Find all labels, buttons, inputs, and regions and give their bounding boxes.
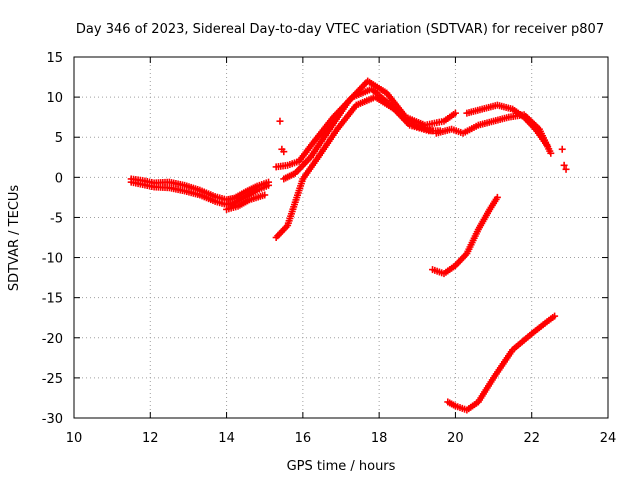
data-point bbox=[429, 127, 437, 135]
data-point bbox=[547, 149, 555, 157]
data-point bbox=[265, 178, 273, 186]
x-tick-label: 20 bbox=[447, 431, 464, 446]
y-tick-label: -15 bbox=[42, 292, 63, 307]
y-tick-label: 0 bbox=[55, 171, 63, 186]
x-tick-label: 10 bbox=[66, 431, 83, 446]
series-track-j bbox=[444, 312, 559, 414]
axis-ticks: 10 12 14 16 18 20 22 24 15 10 5 0 -5 -10 -15 -20 -25 -30 bbox=[42, 51, 617, 446]
plot-frame bbox=[73, 56, 609, 419]
data-points bbox=[127, 77, 570, 414]
x-tick-label: 18 bbox=[371, 431, 388, 446]
series-track-b bbox=[127, 175, 273, 204]
x-tick-label: 14 bbox=[218, 431, 235, 446]
data-point bbox=[280, 148, 288, 156]
data-point bbox=[493, 193, 501, 201]
data-point bbox=[551, 312, 559, 320]
series-isolated bbox=[276, 117, 570, 173]
y-tick-label: -25 bbox=[42, 372, 63, 387]
y-tick-label: 10 bbox=[46, 91, 63, 106]
y-tick-label: -20 bbox=[42, 332, 63, 347]
y-tick-label: 15 bbox=[46, 51, 63, 66]
y-axis-label: SDTVAR / TECUs bbox=[7, 185, 22, 292]
data-point bbox=[276, 117, 284, 125]
series-track-i bbox=[429, 193, 501, 278]
data-point bbox=[451, 109, 459, 117]
grid bbox=[74, 57, 608, 418]
y-tick-label: -30 bbox=[42, 412, 63, 427]
data-point bbox=[562, 165, 570, 173]
x-tick-label: 16 bbox=[295, 431, 312, 446]
y-tick-label: -10 bbox=[42, 252, 63, 267]
x-tick-label: 22 bbox=[523, 431, 540, 446]
data-point bbox=[543, 141, 551, 149]
x-tick-label: 12 bbox=[142, 431, 159, 446]
series-track-c bbox=[223, 191, 269, 213]
y-tick-label: -5 bbox=[50, 211, 63, 226]
series-track-h bbox=[463, 101, 551, 149]
data-point bbox=[261, 191, 269, 199]
data-point bbox=[558, 145, 566, 153]
series-track-f bbox=[280, 77, 459, 183]
x-axis-label: GPS time / hours bbox=[287, 459, 396, 474]
x-tick-label: 24 bbox=[600, 431, 617, 446]
data-point bbox=[560, 161, 568, 169]
chart-title: Day 346 of 2023, Sidereal Day-to-day VTE… bbox=[76, 22, 604, 37]
y-tick-label: 5 bbox=[55, 131, 63, 146]
